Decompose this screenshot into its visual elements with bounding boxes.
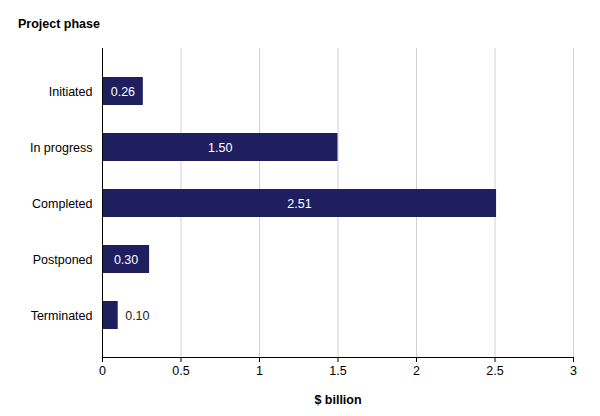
- svg-text:$ billion: $ billion: [314, 393, 361, 407]
- svg-text:1.50: 1.50: [208, 141, 232, 155]
- svg-text:0.5: 0.5: [172, 364, 189, 378]
- html-text:Project phase: Project phase: [18, 17, 100, 31]
- svg-text:Initiated: Initiated: [49, 85, 93, 99]
- svg-text:0: 0: [99, 364, 106, 378]
- svg-text:Completed: Completed: [32, 197, 92, 211]
- svg-text:0.10: 0.10: [125, 309, 149, 323]
- svg-text:Postponed: Postponed: [33, 253, 93, 267]
- svg-text:In progress: In progress: [30, 141, 93, 155]
- svg-text:0.26: 0.26: [111, 85, 135, 99]
- svg-text:2.51: 2.51: [287, 197, 311, 211]
- svg-text:2.5: 2.5: [486, 364, 503, 378]
- svg-text:3: 3: [570, 364, 577, 378]
- svg-text:1: 1: [256, 364, 263, 378]
- svg-text:2: 2: [413, 364, 420, 378]
- svg-text:Terminated: Terminated: [31, 309, 93, 323]
- svg-text:1.5: 1.5: [329, 364, 346, 378]
- svg-text:0.30: 0.30: [114, 253, 138, 267]
